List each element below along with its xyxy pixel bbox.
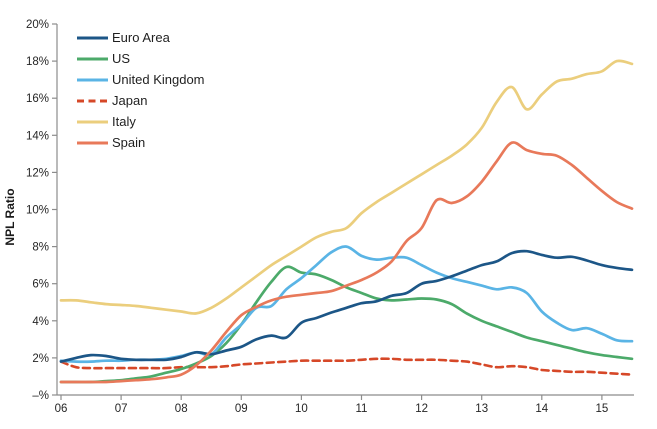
x-tick-label: 08 xyxy=(175,403,188,415)
x-tick-label: 11 xyxy=(356,403,368,415)
legend-item-spain: Spain xyxy=(77,135,205,150)
y-tick-label: 6% xyxy=(32,279,49,291)
legend-item-italy: Italy xyxy=(77,114,205,129)
legend-label: Euro Area xyxy=(112,30,170,45)
legend-item-euro-area: Euro Area xyxy=(77,30,205,45)
y-tick-label: 8% xyxy=(32,242,49,254)
y-tick-label: 20% xyxy=(26,19,49,31)
x-tick-label: 09 xyxy=(235,403,248,415)
y-tick-label: 12% xyxy=(26,167,49,179)
legend-label: United Kingdom xyxy=(112,72,205,87)
x-tick-label: 13 xyxy=(475,403,488,415)
series-line-japan xyxy=(59,357,634,376)
legend-swatch-italy xyxy=(77,120,108,123)
y-tick-label: 2% xyxy=(32,353,49,365)
legend-item-japan: Japan xyxy=(77,93,205,108)
x-tick-label: 07 xyxy=(115,403,128,415)
legend-swatch-united-kingdom xyxy=(77,78,108,81)
x-tick-label: 10 xyxy=(295,403,308,415)
series-line-italy xyxy=(59,59,634,315)
legend-label: US xyxy=(112,51,131,66)
x-tick-label: 12 xyxy=(415,403,428,415)
legend-swatch-spain xyxy=(77,141,108,144)
legend: Euro Area US United Kingdom Japan Italy Spain xyxy=(77,30,205,156)
y-tick-label: 16% xyxy=(26,93,49,105)
y-tick-label: –% xyxy=(32,390,49,402)
series-line-united-kingdom xyxy=(59,245,634,364)
legend-swatch-euro-area xyxy=(77,36,108,39)
legend-swatch-us xyxy=(77,57,108,60)
series-line-spain xyxy=(59,141,634,384)
y-tick-label: 14% xyxy=(26,130,49,142)
legend-label: Spain xyxy=(112,135,146,150)
x-tick-label: 14 xyxy=(535,403,548,415)
legend-label: Italy xyxy=(112,114,136,129)
legend-swatch-japan xyxy=(77,99,108,102)
y-tick-label: 10% xyxy=(26,205,49,217)
y-tick-label: 4% xyxy=(32,316,49,328)
legend-label: Japan xyxy=(112,93,148,108)
y-tick-label: 18% xyxy=(26,56,49,68)
legend-item-us: US xyxy=(77,51,205,66)
legend-item-united-kingdom: United Kingdom xyxy=(77,72,205,87)
x-tick-label: 06 xyxy=(55,403,68,415)
series-line-us xyxy=(59,265,634,384)
series-line-euro-area xyxy=(59,249,634,363)
x-tick-label: 15 xyxy=(596,403,609,415)
